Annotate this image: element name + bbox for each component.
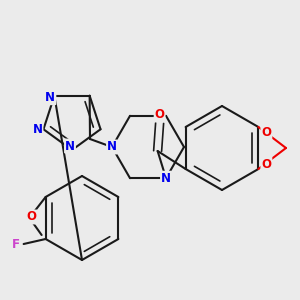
Text: N: N bbox=[65, 140, 75, 152]
Text: N: N bbox=[107, 140, 117, 154]
Text: N: N bbox=[161, 172, 171, 185]
Text: O: O bbox=[27, 211, 37, 224]
Text: O: O bbox=[261, 125, 272, 139]
Text: F: F bbox=[12, 238, 20, 250]
Text: N: N bbox=[45, 91, 56, 104]
Text: O: O bbox=[261, 158, 272, 170]
Text: N: N bbox=[32, 123, 43, 136]
Text: O: O bbox=[154, 109, 165, 122]
